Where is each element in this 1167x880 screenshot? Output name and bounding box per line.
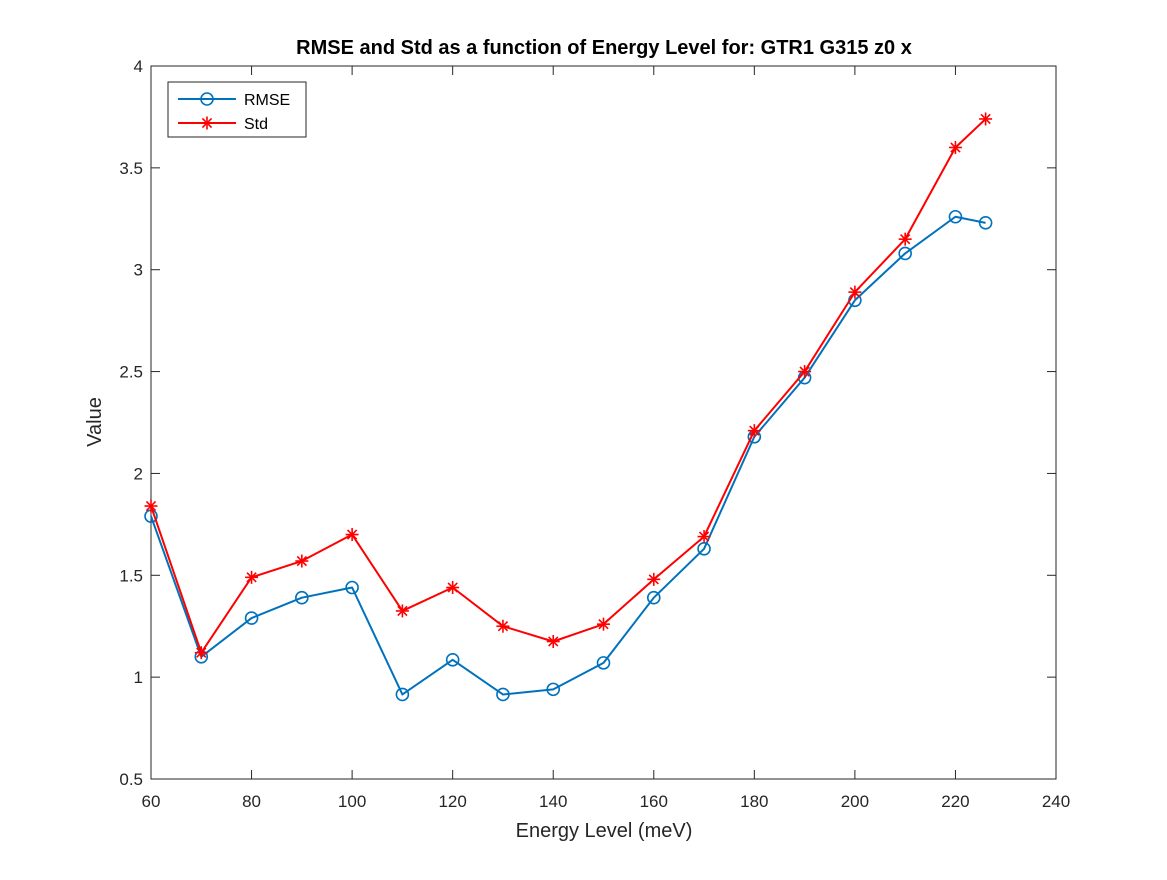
y-tick-label: 1.5 xyxy=(119,566,143,585)
series-std xyxy=(144,112,993,660)
data-point xyxy=(979,112,993,126)
legend-marker xyxy=(200,116,214,130)
x-tick-label: 100 xyxy=(338,792,366,811)
series-line xyxy=(150,215,986,696)
x-tick-label: 200 xyxy=(841,792,869,811)
chart-title: RMSE and Std as a function of Energy Lev… xyxy=(296,37,912,59)
data-point xyxy=(496,687,510,702)
data-point xyxy=(295,590,309,605)
legend: RMSE Std xyxy=(167,81,307,138)
data-point xyxy=(546,682,561,697)
data-point xyxy=(647,572,661,586)
plot-area xyxy=(150,65,1057,780)
x-tick-label: 60 xyxy=(142,792,161,811)
legend-label: RMSE xyxy=(244,92,290,109)
data-point xyxy=(395,604,409,618)
data-point xyxy=(697,530,711,544)
y-axis-label: Value xyxy=(84,397,106,447)
y-tick-label: 3 xyxy=(134,261,143,280)
data-point xyxy=(597,617,610,631)
series-rmse xyxy=(144,209,993,702)
y-tick-label: 0.5 xyxy=(119,770,143,789)
legend-marker xyxy=(200,92,214,106)
legend-entry-rmse: RMSE xyxy=(178,92,290,109)
x-tick-label: 120 xyxy=(438,792,466,811)
data-point xyxy=(978,216,993,230)
data-point xyxy=(446,581,460,595)
y-tick-label: 2 xyxy=(134,464,143,483)
data-point xyxy=(345,580,359,595)
data-point xyxy=(395,687,410,702)
x-axis-ticks: 60 80 100 120 140 160 180 200 220 240 xyxy=(142,66,1070,811)
data-point xyxy=(496,619,510,633)
data-point xyxy=(798,365,812,379)
series-line xyxy=(150,118,987,654)
data-point xyxy=(546,634,560,648)
series-layer xyxy=(144,112,993,702)
data-point xyxy=(848,285,862,299)
data-point xyxy=(445,653,460,667)
data-point xyxy=(747,424,761,438)
legend-entries: RMSE Std xyxy=(178,92,290,133)
data-point xyxy=(345,528,359,542)
data-point xyxy=(194,646,208,660)
x-axis-label: Energy Level (meV) xyxy=(516,820,693,842)
x-tick-label: 160 xyxy=(640,792,668,811)
legend-label: Std xyxy=(244,116,268,133)
data-point xyxy=(144,499,158,513)
data-point xyxy=(646,590,661,605)
x-tick-label: 140 xyxy=(539,792,567,811)
legend-entry-std: Std xyxy=(178,116,268,133)
y-tick-label: 1 xyxy=(134,668,143,687)
y-tick-label: 2.5 xyxy=(119,363,143,382)
data-point xyxy=(245,570,259,584)
legend-box xyxy=(167,81,307,138)
data-point xyxy=(898,246,912,261)
data-point xyxy=(898,232,912,246)
y-tick-label: 3.5 xyxy=(119,159,143,178)
data-point xyxy=(295,554,309,568)
data-point xyxy=(596,656,611,670)
x-tick-label: 240 xyxy=(1042,792,1070,811)
data-point xyxy=(948,209,963,224)
x-tick-label: 180 xyxy=(740,792,768,811)
data-point xyxy=(244,611,259,625)
x-tick-label: 220 xyxy=(941,792,969,811)
data-point xyxy=(948,140,962,154)
x-tick-label: 80 xyxy=(242,792,261,811)
y-axis-ticks: 0.5 1 1.5 2 2.5 3 3.5 4 xyxy=(119,57,1056,789)
y-tick-label: 4 xyxy=(134,57,143,76)
